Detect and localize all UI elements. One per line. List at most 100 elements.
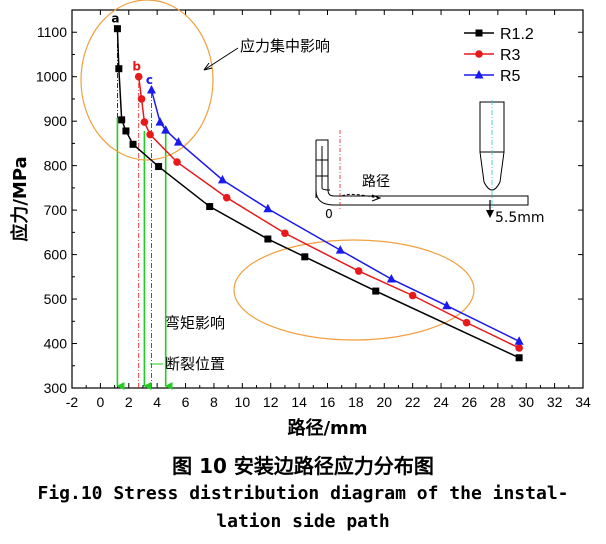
x-axis-label: 路径/mm <box>287 417 367 439</box>
figure-caption-english-line2: lation side path <box>216 511 390 532</box>
x-tick-label: -2 <box>66 394 79 410</box>
data-point-R3 <box>134 72 143 81</box>
data-point-R5 <box>514 336 524 345</box>
data-point-R3 <box>408 291 417 300</box>
figure-caption-english-line1: Fig.10 Stress distribution diagram of th… <box>37 483 569 504</box>
y-tick-label: 700 <box>44 202 68 218</box>
inset-slot <box>315 159 329 177</box>
data-point-R3 <box>222 193 231 202</box>
x-tick-label: 34 <box>575 394 591 410</box>
x-tick-label: 8 <box>210 394 218 410</box>
y-tick-label: 600 <box>44 247 68 263</box>
y-tick-label: 400 <box>44 336 68 352</box>
data-point-R5 <box>386 274 396 283</box>
y-tick-label: 300 <box>44 380 68 396</box>
data-point-R1.2 <box>113 25 121 33</box>
inset-inner-edge <box>321 146 331 191</box>
inset-path-curve <box>341 193 379 199</box>
x-tick-label: 18 <box>348 394 364 410</box>
y-tick-label: 500 <box>44 291 68 307</box>
legend-label-R3: R3 <box>500 47 521 64</box>
x-tick-label: 30 <box>518 394 534 410</box>
y-tick-label: 900 <box>44 113 68 129</box>
x-tick-label: 0 <box>96 394 104 410</box>
data-point-R5 <box>335 245 345 254</box>
data-point-R1.2 <box>129 140 137 148</box>
bending-moment-label: 弯矩影响 <box>165 314 225 332</box>
inset-path-arrow <box>371 194 382 202</box>
legend-label-R1.2: R1.2 <box>500 26 534 43</box>
x-tick-label: 20 <box>376 394 392 410</box>
axes: -2 0 2 4 6 8 10 12 14 16 18 20 22 24 26 28 30 32 343004005… <box>9 9 591 439</box>
data-point-R3 <box>281 229 289 238</box>
data-point-R3 <box>137 95 146 103</box>
data-point-R5 <box>217 174 227 184</box>
data-point-R1.2 <box>155 163 163 171</box>
point-label: b <box>132 60 141 74</box>
x-tick-label: 6 <box>182 394 190 410</box>
x-tick-label: 2 <box>125 394 133 410</box>
legend-marker-R5 <box>474 70 484 79</box>
data-point-R5 <box>161 125 171 134</box>
plot-frame <box>71 9 584 389</box>
data-point-R1.2 <box>206 203 214 211</box>
inset-schematic: 路径 0 5.5mm <box>315 100 545 226</box>
data-point-R5 <box>442 300 452 310</box>
legend-marker-R1.2 <box>475 29 483 37</box>
data-point-R5 <box>146 85 156 94</box>
data-point-R1.2 <box>122 127 130 135</box>
data-point-R1.2 <box>115 65 123 73</box>
stress-concentration-ellipse <box>80 0 214 161</box>
data-point-R5 <box>173 137 183 146</box>
x-tick-label: 26 <box>462 394 478 410</box>
data-point-R3 <box>146 130 154 139</box>
y-tick-label: 1000 <box>36 69 67 85</box>
data-point-R3 <box>515 344 523 352</box>
x-tick-label: 32 <box>547 394 563 410</box>
x-tick-label: 22 <box>405 394 421 410</box>
fracture-position-label: 断裂位置 <box>165 355 225 373</box>
point-labels: a bc <box>111 12 153 87</box>
legend-label-R5: R5 <box>500 68 521 85</box>
inset-tool-tip <box>479 151 505 191</box>
bending-moment-ellipse <box>233 239 475 341</box>
guide-lines <box>116 32 173 390</box>
y-tick-label: 1100 <box>37 24 67 40</box>
data-point-R3 <box>140 118 149 126</box>
x-tick-label: 12 <box>263 394 279 410</box>
data-point-R5 <box>263 203 273 213</box>
x-tick-label: 14 <box>291 394 307 410</box>
data-point-R3 <box>173 158 181 166</box>
data-point-R1.2 <box>515 354 523 362</box>
inset-part-outline <box>315 139 529 206</box>
x-tick-label: 10 <box>235 394 251 410</box>
legend: R1.2 R3 R5 <box>464 26 534 85</box>
legend-marker-R3 <box>475 50 483 58</box>
inset-offset-arrowhead <box>486 210 494 218</box>
annotation-ellipses <box>80 0 475 341</box>
y-tick-label: 800 <box>44 158 68 174</box>
stress-chart: -2 0 2 4 6 8 10 12 14 16 18 20 22 24 26 28 30 32 343004005… <box>9 0 591 439</box>
data-point-R5 <box>155 117 165 126</box>
series-group <box>113 25 524 362</box>
x-tick-label: 4 <box>153 394 161 410</box>
data-point-R3 <box>462 318 471 327</box>
x-tick-label: 24 <box>433 394 449 410</box>
point-label: a <box>111 12 119 26</box>
inset-path-label: 路径 <box>362 174 390 190</box>
point-label: c <box>146 73 153 87</box>
figure-caption-chinese: 图 10 安装边路径应力分布图 <box>172 454 434 478</box>
series-line-R5 <box>150 89 520 342</box>
data-point-R1.2 <box>301 253 309 261</box>
series-line-R1.2 <box>116 28 520 359</box>
data-point-R1.2 <box>372 287 380 295</box>
data-point-R3 <box>354 267 363 275</box>
stress-concentration-label: 应力集中影响 <box>240 37 330 55</box>
stress-concentration-leader <box>203 47 239 71</box>
x-tick-label: 16 <box>320 394 336 410</box>
y-axis-label: 应力/MPa <box>9 156 31 241</box>
data-point-R1.2 <box>264 235 272 243</box>
data-point-R1.2 <box>118 116 126 124</box>
inset-offset-label: 5.5mm <box>495 210 545 226</box>
